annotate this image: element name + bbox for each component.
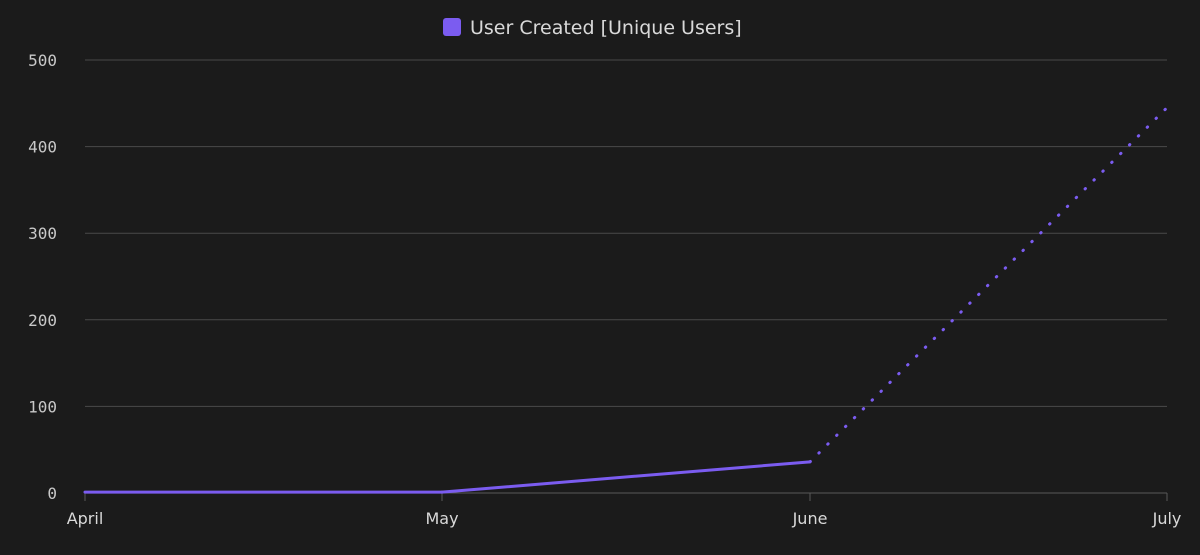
x-axis: April May June July <box>67 492 1182 528</box>
y-tick-label-500: 500 <box>28 51 57 70</box>
legend[interactable]: User Created [Unique Users] <box>443 17 742 39</box>
series-lines <box>83 106 1169 494</box>
legend-swatch <box>443 18 461 36</box>
series-segment-june-july <box>808 106 1169 464</box>
y-tick-label-200: 200 <box>28 311 57 330</box>
x-tick-label-july: July <box>1152 509 1182 528</box>
y-tick-label-100: 100 <box>28 397 57 416</box>
series-segment-may-june <box>440 460 812 494</box>
y-axis-tick-labels: 0 100 200 300 400 500 <box>28 51 57 503</box>
y-tick-label-300: 300 <box>28 224 57 243</box>
x-tick-label-may: May <box>425 509 458 528</box>
y-tick-label-400: 400 <box>28 138 57 157</box>
gridlines <box>85 59 1167 407</box>
y-tick-label-0: 0 <box>47 484 57 503</box>
x-tick-label-april: April <box>67 509 104 528</box>
x-tick-label-june: June <box>792 509 828 528</box>
legend-label: User Created [Unique Users] <box>470 17 742 39</box>
